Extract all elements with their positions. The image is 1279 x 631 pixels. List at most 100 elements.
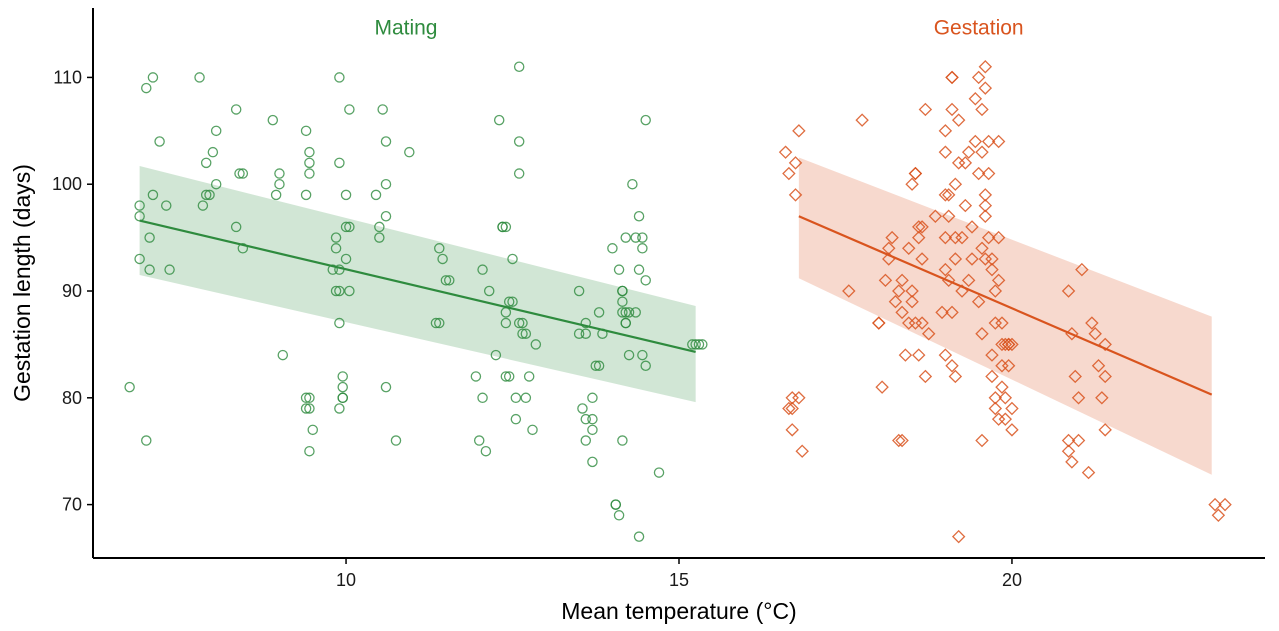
gestation-point	[1085, 316, 1099, 330]
gestation-point	[1218, 497, 1232, 512]
mating-point	[473, 435, 485, 446]
gestation-point	[928, 209, 943, 223]
confidence-bands	[139, 157, 1212, 475]
mating-point	[527, 424, 538, 436]
gestation-point	[872, 316, 886, 330]
mating-point	[337, 392, 348, 404]
mating-point	[580, 435, 592, 446]
gestation-point	[935, 305, 949, 320]
mating-point	[194, 72, 205, 83]
mating-point	[510, 413, 522, 425]
gestation-point	[938, 124, 953, 138]
gestation-point	[1208, 497, 1222, 512]
mating-point	[630, 232, 641, 243]
gestation-point	[795, 444, 809, 458]
mating-point	[530, 339, 542, 350]
ticks: 10 15 20 70 80 90 100 110	[52, 67, 1022, 590]
mating-point	[307, 424, 318, 436]
mating-point	[380, 178, 392, 190]
mating-point	[623, 349, 635, 361]
mating-point	[620, 317, 631, 329]
gestation-point	[998, 391, 1013, 405]
gestation-point	[1075, 262, 1089, 277]
gestation-point	[908, 316, 923, 330]
mating-point	[147, 72, 159, 83]
gestation-point	[995, 316, 1009, 330]
gestation-point	[945, 70, 959, 85]
mating-point	[337, 381, 348, 393]
y-tick-label: 100	[52, 174, 82, 194]
mating-point	[154, 136, 165, 147]
gestation-point	[995, 380, 1009, 394]
mating-point	[374, 221, 385, 233]
mating-point	[434, 243, 445, 254]
mating-point	[144, 264, 155, 275]
gestation-point	[918, 369, 933, 384]
gestation-point	[988, 391, 1003, 405]
mating-point	[334, 157, 345, 169]
mating-point	[613, 264, 625, 275]
gestation-point	[878, 273, 893, 288]
gestation-confidence-band	[798, 157, 1212, 475]
gestation-point	[915, 316, 929, 330]
mating-point	[640, 114, 651, 126]
gestation-point	[1071, 433, 1086, 448]
gestation-point	[978, 60, 993, 74]
gestation-point	[895, 273, 909, 288]
gestation-point	[958, 156, 973, 170]
mating-point	[340, 221, 352, 233]
gestation-point	[1095, 391, 1109, 405]
mating-point	[300, 189, 312, 201]
mating-point	[633, 264, 645, 275]
x-tick-label: 20	[1002, 570, 1022, 590]
gestation-point	[985, 369, 999, 384]
gestation-point	[912, 220, 926, 234]
mating-point	[617, 307, 628, 318]
gestation-point	[975, 433, 989, 448]
gestation-point	[978, 209, 993, 223]
mating-point	[380, 211, 392, 222]
gestation-point	[898, 348, 913, 362]
mating-point	[617, 285, 628, 297]
mating-point	[630, 307, 641, 318]
gestation-point	[945, 70, 959, 85]
gestation-point	[1061, 284, 1076, 298]
mating-point	[577, 403, 588, 414]
gestation-point	[951, 113, 966, 127]
mating-confidence-band	[139, 166, 696, 403]
gestation-point	[921, 327, 936, 341]
gestation-point	[995, 337, 1009, 352]
mating-point	[507, 253, 518, 265]
mating-point	[370, 189, 382, 201]
mating-fit-line	[139, 219, 696, 353]
mating-point	[134, 253, 145, 265]
gestation-point	[1001, 359, 1016, 373]
mating-point	[580, 328, 592, 339]
mating-point	[334, 403, 345, 414]
mating-point	[230, 221, 242, 233]
mating-point	[477, 392, 488, 404]
y-tick-label: 70	[62, 495, 82, 515]
mating-point	[573, 328, 585, 339]
mating-point	[483, 285, 495, 297]
gestation-point	[975, 145, 989, 159]
gestation-point	[938, 230, 953, 245]
mating-point	[444, 275, 455, 286]
gestation-point	[968, 92, 983, 106]
mating-point	[124, 381, 135, 393]
y-tick-label: 110	[53, 67, 82, 87]
gestation-point	[1005, 401, 1019, 416]
mating-point	[437, 253, 448, 265]
mating-point	[300, 403, 312, 414]
gestation-point	[788, 156, 803, 170]
gestation-point	[908, 166, 923, 181]
gestation-point	[998, 412, 1013, 426]
x-tick-label: 10	[336, 570, 356, 590]
gestation-point	[792, 124, 806, 138]
gestation-point	[971, 70, 986, 85]
mating-point	[390, 435, 402, 446]
gestation-point	[892, 433, 906, 448]
mating-point	[340, 253, 352, 265]
mating-point	[690, 339, 701, 350]
mating-point	[500, 371, 512, 382]
